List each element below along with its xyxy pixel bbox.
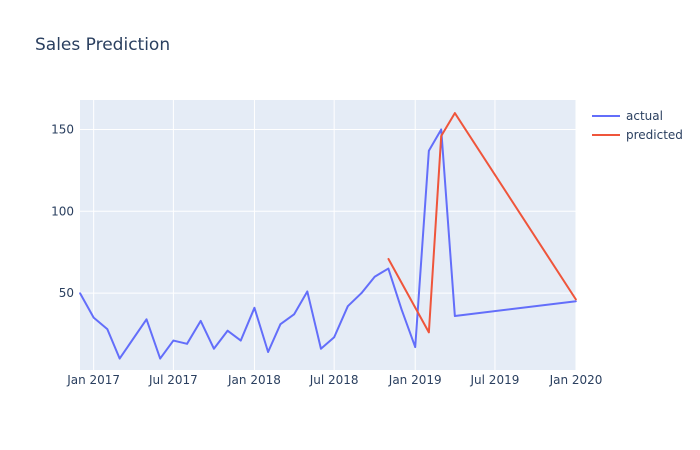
x-tick-label: Jul 2018 (309, 373, 359, 387)
x-tick-label: Jan 2020 (549, 373, 603, 387)
series-predicted (387, 112, 577, 334)
x-tick-label: Jan 2018 (227, 373, 281, 387)
x-tick-label: Jul 2019 (470, 373, 520, 387)
data-point (92, 316, 95, 319)
legend-label: predicted (626, 128, 683, 142)
y-axis: 50 100 150 (51, 122, 74, 300)
data-point (226, 329, 229, 332)
y-tick-label: 100 (51, 204, 74, 218)
data-point (454, 112, 456, 114)
legend-item-predicted[interactable]: predicted (592, 128, 683, 142)
data-point (333, 336, 335, 339)
x-tick-label: Jul 2017 (148, 373, 198, 387)
plot-area (80, 100, 576, 370)
data-point (575, 300, 577, 303)
data-point (239, 339, 242, 342)
data-point (253, 307, 256, 309)
data-point (172, 339, 175, 342)
data-point (428, 331, 430, 334)
data-point (454, 315, 456, 317)
data-point (199, 320, 202, 322)
data-point (440, 128, 443, 131)
data-point (279, 323, 282, 325)
y-tick-label: 50 (59, 286, 74, 300)
data-point (387, 257, 390, 260)
legend-label: actual (626, 109, 663, 123)
legend[interactable]: actual predicted (592, 109, 683, 142)
data-point (360, 292, 363, 294)
data-point (159, 357, 161, 360)
data-point (414, 346, 417, 348)
chart-title: Sales Prediction (35, 35, 170, 55)
data-point (306, 290, 309, 293)
y-tick-label: 150 (51, 122, 74, 136)
grid (80, 100, 577, 370)
data-point (213, 347, 215, 350)
data-point (106, 328, 109, 330)
data-point (118, 357, 121, 360)
x-tick-label: Jan 2019 (388, 373, 442, 387)
data-point (79, 292, 81, 294)
data-point (428, 149, 430, 152)
data-point (373, 275, 376, 278)
legend-item-actual[interactable]: actual (592, 109, 663, 123)
series-actual (79, 128, 577, 360)
data-point (145, 318, 148, 321)
data-point (400, 308, 403, 311)
x-tick-label: Jan 2017 (66, 373, 120, 387)
data-point (267, 351, 269, 353)
data-point (347, 305, 349, 307)
x-axis: Jan 2017 Jul 2017 Jan 2018 Jul 2018 Jan 2019… (66, 373, 602, 387)
data-point (186, 343, 188, 345)
data-point (293, 313, 295, 316)
data-point (440, 135, 443, 137)
data-point (575, 298, 577, 301)
series-layer (79, 112, 577, 360)
data-point (387, 267, 390, 270)
data-point (320, 347, 322, 350)
